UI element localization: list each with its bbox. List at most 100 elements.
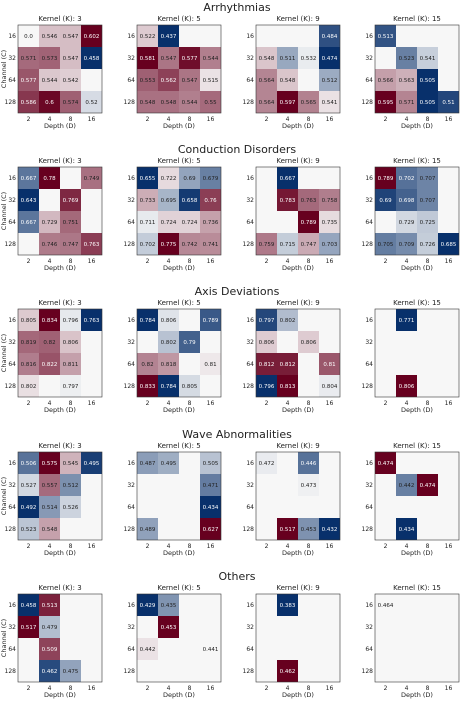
heatmap-cell [256,594,277,616]
cell-value-label: 0.575 [42,461,58,467]
y-axis-label: Channel (C) [0,192,8,230]
cell-value-label: 0.834 [42,318,58,324]
heatmap-cell [396,25,417,47]
y-tick-label: 16 [246,602,254,609]
x-tick-label: 4 [167,685,171,692]
x-tick-label: 2 [384,400,388,407]
heatmap-cell [137,233,158,255]
heatmap-cell [298,638,319,660]
x-tick-label: 2 [27,400,31,407]
heatmap-cell [417,167,438,189]
heatmap-cell [179,331,200,353]
cell-value-label: 0.806 [301,340,317,346]
heatmap-cell [179,167,200,189]
cell-value-label: 0.577 [182,56,198,62]
cell-value-label: 0.453 [301,527,317,533]
group-title: Wave Abnormalities [182,428,292,441]
cell-value-label: 0.724 [182,220,198,226]
heatmap-cell [158,25,179,47]
heatmap-cell [256,189,277,211]
heatmap-cell [39,452,60,474]
group-title: Arrhythmias [203,1,270,14]
heatmap-cell [137,211,158,233]
y-tick-label: 16 [365,33,373,40]
x-tick-label: 16 [88,685,96,692]
cell-value-label: 0.749 [84,176,100,182]
y-tick-label: 64 [8,646,16,653]
panel-frame [374,24,460,114]
heatmap-cell [179,660,200,682]
heatmap-cell [298,47,319,69]
panel-frame [374,166,460,256]
x-tick-label: 16 [207,400,215,407]
cell-value-label: 0.741 [203,242,219,248]
heatmap-cell [417,353,438,375]
heatmap-cell [137,331,158,353]
x-tick-label: 2 [27,116,31,123]
heatmap-cell [277,518,298,540]
y-tick-label: 64 [365,361,373,368]
cell-value-label: 0.505 [420,78,436,84]
panel-title: Kernel (K): 3 [38,442,81,450]
panel-frame [17,308,103,398]
cell-value-label: 0.819 [21,340,37,346]
x-tick-label: 4 [286,116,290,123]
panel-title: Kernel (K): 9 [276,584,319,592]
y-tick-label: 16 [127,602,135,609]
y-tick-label: 128 [243,241,255,248]
heatmap-cell [81,496,102,518]
heatmap-cell [319,69,340,91]
heatmap-cell [319,353,340,375]
cell-value-label: 0.489 [140,527,156,533]
panel-title: Kernel (K): 9 [276,299,319,307]
heatmap-cell [438,375,459,397]
heatmap-cell [298,474,319,496]
x-tick-label: 4 [405,543,409,550]
x-tick-label: 2 [27,543,31,550]
cell-value-label: 0.542 [63,78,79,84]
heatmap-cell [319,331,340,353]
cell-value-label: 0.532 [301,56,317,62]
x-axis-label: Depth (D) [282,264,314,272]
heatmap-cell [179,496,200,518]
heatmap-cell [60,211,81,233]
panel-title: Kernel (K): 15 [393,157,441,165]
heatmap-cell [277,331,298,353]
heatmap-cell [298,69,319,91]
heatmap-cell [200,69,221,91]
x-tick-label: 8 [307,116,311,123]
heatmap-cell [137,167,158,189]
cell-value-label: 0.523 [399,56,415,62]
y-tick-label: 32 [365,482,373,489]
x-tick-label: 2 [384,258,388,265]
x-tick-label: 2 [146,543,150,550]
heatmap-cell [81,594,102,616]
heatmap-cell [319,660,340,682]
heatmap-cell [137,496,158,518]
cell-value-label: 0.517 [21,625,37,631]
cell-value-label: 0.505 [203,461,219,467]
heatmap-cell [417,233,438,255]
y-tick-label: 16 [8,33,16,40]
cell-value-label: 0.547 [63,56,79,62]
cell-value-label: 0.437 [161,34,177,40]
y-tick-label: 32 [8,197,16,204]
heatmap-cell [39,91,60,113]
heatmap-cell [200,474,221,496]
heatmap-cell [298,594,319,616]
heatmap-cell [298,353,319,375]
heatmap-cell [158,474,179,496]
cell-value-label: 0.446 [301,461,317,467]
cell-value-label: 0.548 [161,100,177,106]
heatmap-cell [158,638,179,660]
cell-value-label: 0.758 [322,198,338,204]
cell-value-label: 0.505 [420,100,436,106]
cell-value-label: 0.541 [322,100,338,106]
heatmap-cell [277,616,298,638]
heatmap-cell [39,69,60,91]
heatmap-cell [375,167,396,189]
heatmap-cell [60,331,81,353]
heatmap-cell [396,211,417,233]
heatmap-cell [137,375,158,397]
heatmap-cell [375,353,396,375]
